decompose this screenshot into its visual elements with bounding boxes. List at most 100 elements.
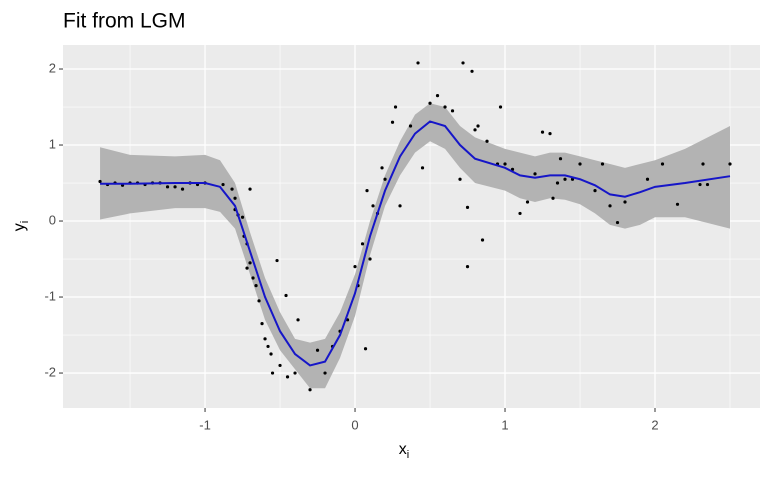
panel [63, 45, 760, 408]
point [548, 132, 552, 136]
point [363, 347, 368, 351]
point [558, 157, 563, 161]
point [623, 200, 627, 204]
x-label-text: x [399, 441, 407, 458]
point [593, 189, 597, 193]
y-tick-label: 0 [49, 212, 56, 227]
point [323, 371, 327, 375]
point [263, 337, 267, 341]
point [315, 348, 320, 352]
point [660, 162, 665, 166]
point [251, 276, 255, 280]
point [278, 363, 282, 368]
point [383, 177, 387, 181]
point [578, 162, 582, 166]
point [555, 181, 560, 185]
x-tick-label: 0 [351, 417, 358, 432]
point [428, 101, 432, 105]
point [450, 109, 455, 113]
point [308, 388, 312, 392]
point [398, 204, 402, 208]
point [600, 162, 605, 166]
point [473, 128, 477, 132]
y-tick-label: -2 [44, 364, 56, 379]
point [245, 266, 249, 270]
point [465, 205, 470, 209]
point [393, 105, 398, 109]
point [485, 139, 489, 143]
point [269, 352, 273, 356]
point [275, 258, 279, 263]
x-label-sub: i [407, 449, 409, 461]
point [365, 189, 369, 193]
x-axis-label: xi [399, 441, 409, 461]
point [608, 204, 612, 208]
point [408, 124, 413, 128]
point [248, 261, 252, 265]
x-tick-label: 2 [651, 417, 658, 432]
point [525, 200, 530, 204]
point [563, 177, 567, 181]
point [458, 177, 462, 181]
point [615, 220, 620, 225]
point [518, 211, 522, 216]
point [420, 166, 425, 170]
point [705, 182, 710, 187]
point [266, 344, 270, 349]
marks [98, 61, 732, 392]
y-axis-label: yi [11, 221, 31, 231]
point [728, 162, 732, 166]
point [533, 172, 537, 176]
point [260, 322, 264, 326]
point [390, 120, 395, 124]
point [257, 299, 261, 303]
point [698, 182, 702, 187]
confidence-band [100, 103, 731, 389]
point [380, 166, 384, 170]
point [461, 61, 465, 65]
point [230, 187, 234, 191]
point [248, 187, 252, 191]
fit-line [100, 120, 731, 367]
point [293, 371, 297, 375]
point [371, 204, 375, 208]
point [675, 202, 680, 206]
y-tick-label: -1 [44, 288, 56, 303]
point [254, 284, 258, 288]
point [270, 371, 275, 375]
x-tick-label: 1 [501, 417, 508, 432]
x-tick-label: -1 [199, 417, 211, 432]
point [416, 61, 420, 65]
chart-title: Fit from LGM [63, 10, 186, 33]
point [551, 196, 555, 200]
point [285, 375, 290, 379]
point [165, 185, 170, 189]
point [701, 162, 705, 166]
point [240, 215, 245, 219]
point [465, 265, 470, 269]
y-tick-label: 1 [49, 136, 56, 151]
point [443, 105, 447, 109]
point [480, 238, 485, 242]
y-tick-label: 2 [49, 60, 56, 75]
point [296, 318, 300, 322]
point [470, 69, 474, 73]
point [540, 130, 545, 134]
y-label-sub: i [19, 221, 31, 223]
point [221, 182, 225, 187]
point [503, 162, 507, 166]
point [98, 179, 102, 184]
y-label-text: y [11, 223, 28, 231]
point [476, 124, 480, 128]
point [435, 94, 440, 98]
point [284, 293, 288, 298]
point [180, 187, 185, 191]
point [498, 105, 503, 109]
point [353, 265, 357, 269]
point [173, 185, 177, 189]
point [368, 257, 372, 261]
point [645, 177, 650, 181]
point [233, 196, 237, 200]
